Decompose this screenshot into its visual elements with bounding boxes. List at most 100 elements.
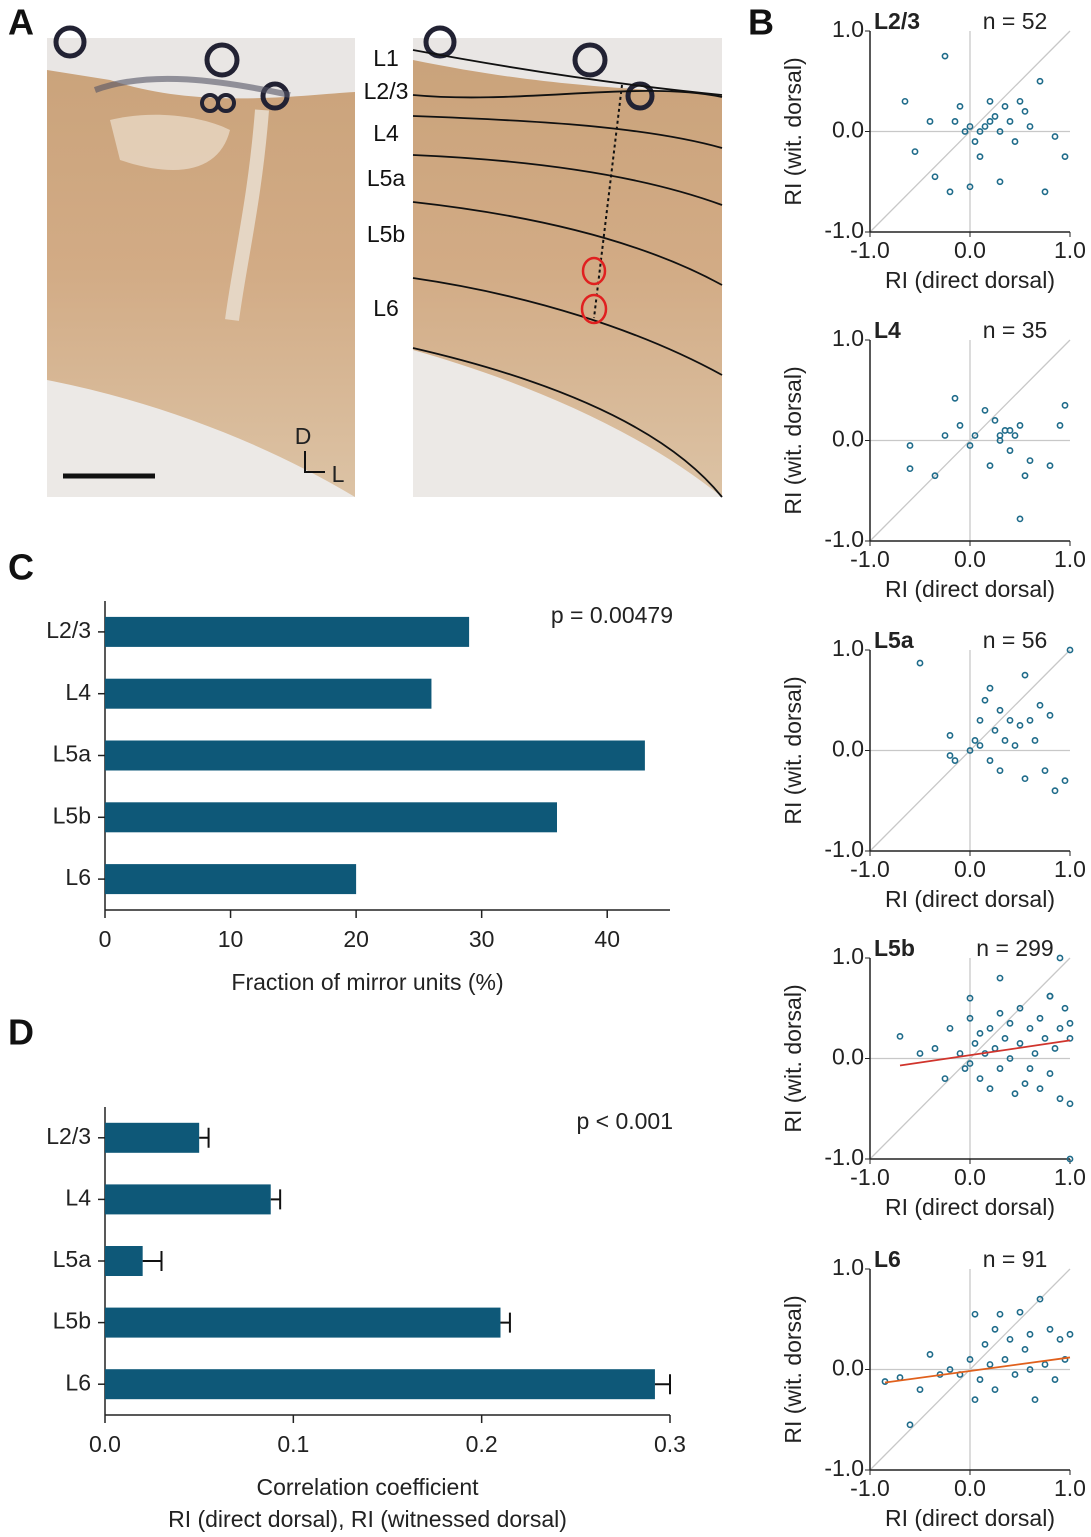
point [1006,1335,1014,1343]
layer-label: L5b [367,221,405,247]
y-tick-label: L4 [65,1184,91,1210]
x-tick-label: -1.0 [850,1164,890,1190]
x-tick-label: 1.0 [1054,856,1086,882]
x-tick-label: 1.0 [1054,237,1086,263]
x-tick-label: 40 [594,926,620,952]
point [956,1050,964,1057]
x-tick-label: 1.0 [1054,1475,1086,1501]
x-tick-label: 1.0 [1054,546,1086,572]
point [946,188,954,196]
bar [105,1184,271,1215]
y-tick-label: 0.0 [832,736,864,762]
x-tick-label: 0.2 [466,1431,498,1457]
y-tick-label: 1.0 [832,635,864,661]
point [951,118,959,125]
point [1026,1024,1034,1032]
fit-line [899,1039,1071,1067]
bar [105,1307,501,1338]
x-tick-label: 0.0 [954,1164,986,1190]
point [1021,472,1029,480]
point [1036,701,1044,709]
y-axis-label: RI (wit. dorsal) [780,676,806,824]
point [981,1340,989,1348]
point [996,767,1004,774]
annotation: n = 56 [983,627,1048,653]
point [1051,133,1059,140]
point [1006,447,1014,454]
point [926,1351,934,1358]
point [996,706,1004,714]
point [1016,1040,1024,1047]
y-tick-label: -1.0 [824,217,864,243]
x-tick-label: 0 [99,926,112,952]
y-tick-label: L5a [53,1246,92,1272]
point [1046,711,1054,719]
point [1016,422,1024,429]
point [1026,457,1034,464]
point [971,1040,979,1047]
point [996,974,1004,982]
point [971,737,979,744]
point [1051,787,1059,795]
point [1026,1330,1034,1338]
point [916,1050,924,1057]
x-tick-label: -1.0 [850,1475,890,1501]
y-tick-label: -1.0 [824,836,864,862]
point [986,757,994,764]
point [1041,188,1049,196]
x-tick-label: 0.0 [954,1475,986,1501]
point [946,1024,954,1032]
point [996,432,1004,439]
x-tick-label: 0.0 [89,1431,121,1457]
error-bar [142,1251,163,1271]
bar [105,1122,200,1153]
x-axis-label: RI (direct dorsal) [885,576,1055,602]
annotation: n = 35 [983,317,1048,343]
x-tick-label: -1.0 [850,546,890,572]
point [1006,427,1014,434]
layer-label: L4 [373,120,399,146]
panel-title: L2/3 [874,8,920,34]
x-tick-label: 0.0 [954,546,986,572]
annotation: n = 299 [976,935,1053,961]
bar [105,1246,143,1276]
histology-right [412,25,723,498]
x-axis-label: RI (direct dorsal) [885,1505,1055,1531]
panel-label: D [8,1012,34,1053]
point [986,462,994,470]
point [976,742,984,749]
point [1016,97,1024,105]
panel-title: L4 [874,317,901,343]
point [951,394,959,402]
x-tick-label: 1.0 [1054,1164,1086,1190]
point [1026,123,1034,130]
point [981,696,989,704]
histology-left [47,25,355,497]
point [1066,1019,1074,1027]
point [1036,1085,1044,1093]
point [941,52,949,60]
error-bar [500,1312,511,1333]
point [1021,108,1029,115]
point [926,118,934,125]
point [1011,138,1019,145]
point [1056,954,1064,962]
point [976,1075,984,1082]
point [906,442,914,449]
point [961,128,969,135]
annotation: n = 52 [983,8,1048,34]
point [971,432,979,439]
point [1006,118,1014,125]
point [956,102,964,110]
x-axis-label: Correlation coefficient [256,1474,479,1500]
layer-label: L5a [367,165,406,191]
point [971,1310,979,1318]
point [1046,1325,1054,1333]
y-tick-label: L4 [65,679,91,705]
y-tick-label: 0.0 [832,1044,864,1070]
y-tick-label: 0.0 [832,117,864,143]
point [1006,1055,1014,1062]
y-tick-label: L5a [53,741,92,767]
annotation: p = 0.00479 [551,602,673,628]
